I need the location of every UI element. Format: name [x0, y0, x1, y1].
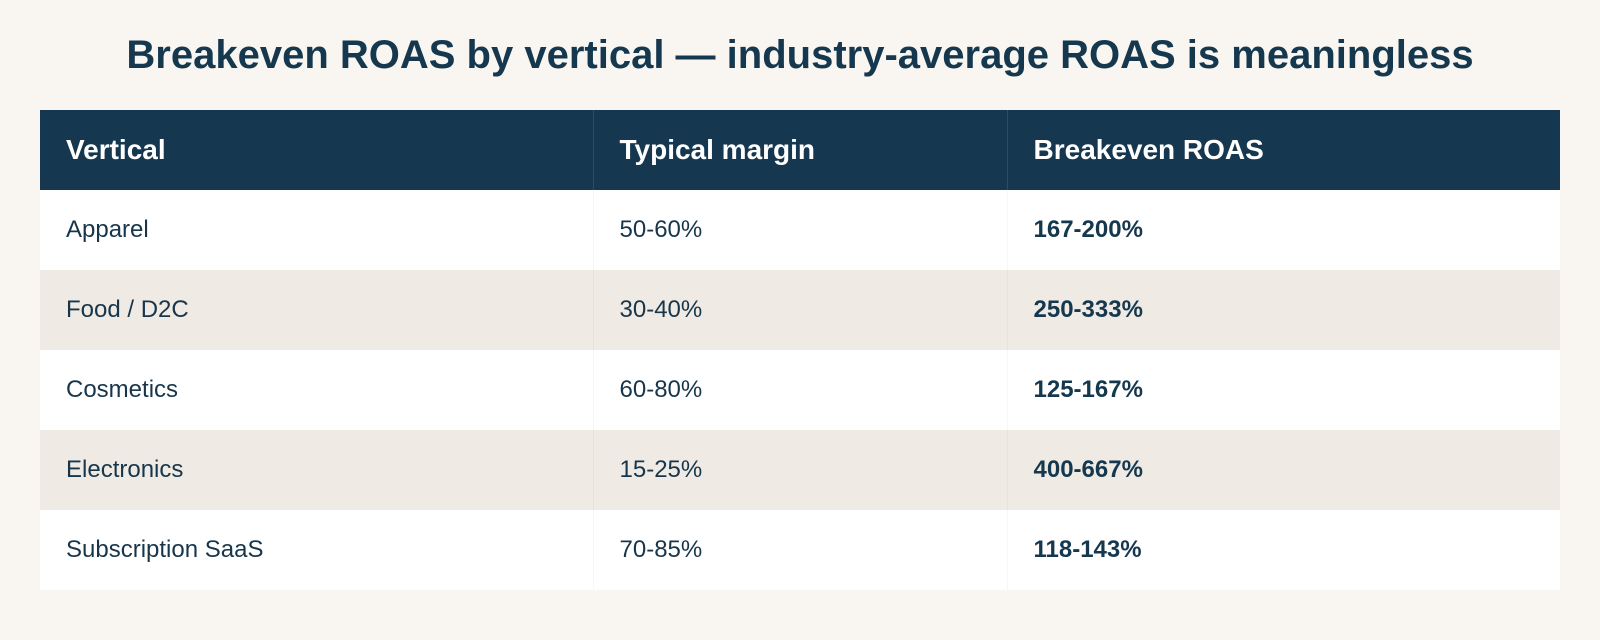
table-row: Electronics 15-25% 400-667%	[40, 430, 1560, 510]
cell-vertical: Subscription SaaS	[40, 510, 593, 590]
cell-vertical: Electronics	[40, 430, 593, 510]
cell-roas: 250-333%	[1033, 296, 1143, 323]
column-header-typical-margin: Typical margin	[593, 110, 1008, 190]
page-title: Breakeven ROAS by vertical — industry-av…	[126, 33, 1474, 77]
table-header-row: Vertical Typical margin Breakeven ROAS	[40, 110, 1560, 190]
table-row: Apparel 50-60% 167-200%	[40, 190, 1560, 270]
cell-vertical: Cosmetics	[40, 350, 593, 430]
cell-margin: 50-60%	[593, 190, 1007, 270]
cell-margin: 70-85%	[593, 510, 1007, 590]
cell-margin: 15-25%	[593, 430, 1007, 510]
column-header-breakeven-roas: Breakeven ROAS	[1033, 134, 1264, 165]
cell-roas: 118-143%	[1033, 536, 1142, 563]
cell-margin: 30-40%	[593, 270, 1007, 350]
cell-roas: 167-200%	[1033, 216, 1143, 243]
cell-roas: 125-167%	[1033, 376, 1143, 403]
table-row: Subscription SaaS 70-85% 118-143%	[40, 510, 1560, 590]
breakeven-roas-table: Vertical Typical margin Breakeven ROAS A…	[40, 110, 1560, 590]
cell-roas: 400-667%	[1033, 456, 1143, 483]
table-row: Cosmetics 60-80% 125-167%	[40, 350, 1560, 430]
cell-margin: 60-80%	[593, 350, 1007, 430]
column-header-vertical: Vertical	[40, 110, 594, 190]
cell-vertical: Apparel	[40, 190, 593, 270]
cell-vertical: Food / D2C	[40, 270, 593, 350]
table-row: Food / D2C 30-40% 250-333%	[40, 270, 1560, 350]
